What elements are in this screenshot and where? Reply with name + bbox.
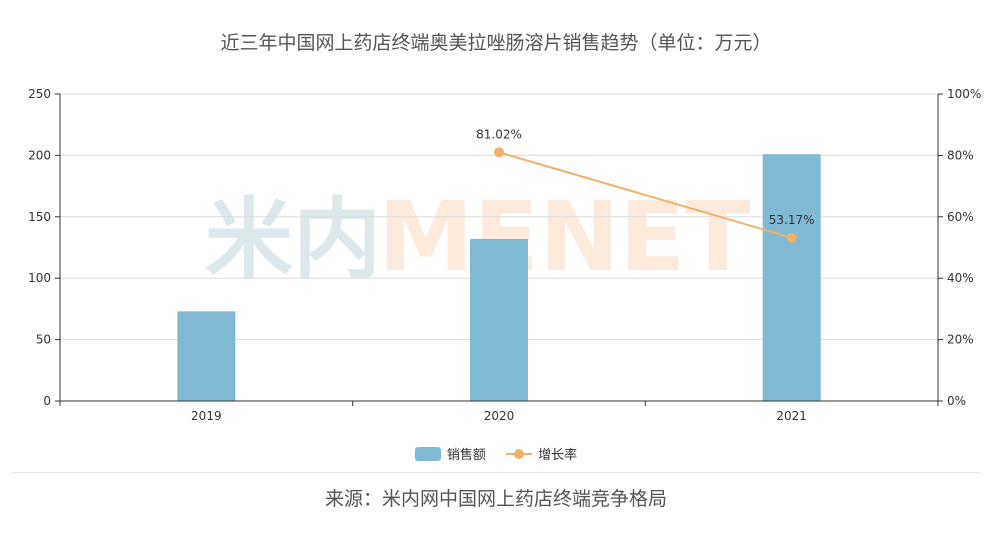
line-series: 81.02% 53.17% bbox=[476, 127, 815, 243]
axes: 0 50 100 150 200 250 0% 20% 40% 60% 80% 100% 2019 202… bbox=[28, 87, 981, 423]
y-right-tick-label: 20% bbox=[947, 333, 974, 347]
data-point bbox=[786, 232, 797, 243]
divider bbox=[12, 472, 980, 473]
bar bbox=[470, 238, 528, 401]
y-right-tick-label: 80% bbox=[947, 148, 974, 162]
source-note: 来源：米内网中国网上药店终端竞争格局 bbox=[324, 488, 667, 510]
bar bbox=[762, 154, 821, 401]
y-right-tick-label: 0% bbox=[947, 394, 966, 408]
growth-line bbox=[498, 151, 792, 239]
y-left-tick-label: 250 bbox=[28, 87, 51, 101]
x-tick-label: 2019 bbox=[191, 409, 222, 423]
y-left-tick-label: 150 bbox=[28, 210, 51, 224]
y-right-tick-label: 40% bbox=[947, 271, 974, 285]
data-label: 81.02% bbox=[476, 127, 522, 141]
data-point bbox=[494, 147, 504, 158]
watermark-left-text: 米内 bbox=[205, 188, 381, 291]
data-label: 53.17% bbox=[769, 213, 815, 227]
y-left-tick-label: 0 bbox=[43, 394, 51, 408]
y-right-tick-label: 60% bbox=[947, 210, 974, 224]
y-left-tick-label: 50 bbox=[36, 333, 51, 347]
bar-series bbox=[177, 154, 821, 401]
legend-swatch-bar bbox=[414, 446, 441, 461]
x-tick-label: 2021 bbox=[776, 409, 807, 423]
y-right-tick-label: 100% bbox=[947, 87, 981, 101]
watermark: 米内 MENET bbox=[205, 181, 751, 293]
legend-item-bar[interactable]: 销售额 bbox=[414, 444, 486, 463]
chart-title: 近三年中国网上药店终端奥美拉唑肠溶片销售趋势（单位：万元） bbox=[220, 32, 772, 54]
legend-label-line: 增长率 bbox=[538, 448, 578, 463]
legend-label-bar: 销售额 bbox=[446, 448, 486, 463]
legend-swatch-line bbox=[506, 447, 533, 461]
watermark-right-text: MENET bbox=[378, 181, 751, 293]
legend-item-line[interactable]: 增长率 bbox=[506, 444, 577, 463]
y-left-tick-label: 100 bbox=[28, 271, 51, 285]
legend: 销售额 增长率 bbox=[0, 444, 992, 465]
x-tick-label: 2020 bbox=[484, 409, 515, 423]
y-left-tick-label: 200 bbox=[28, 148, 51, 162]
bar bbox=[177, 311, 236, 401]
chart: 米内 MENET 0 50 100 150 200 250 0% 20% 40% 60% 80% 10… bbox=[28, 87, 981, 423]
